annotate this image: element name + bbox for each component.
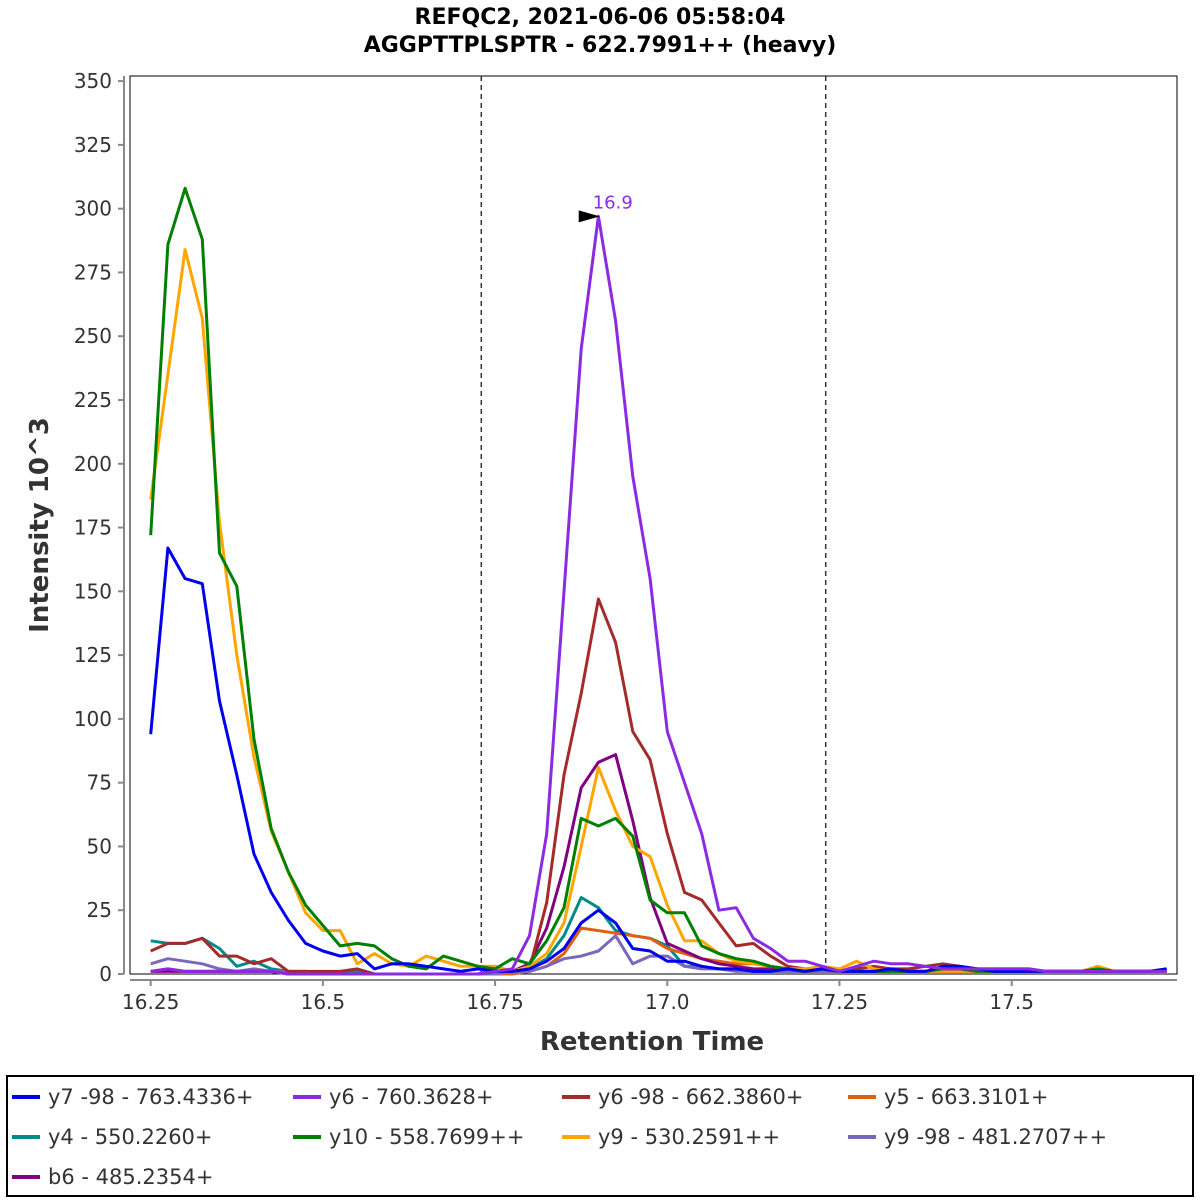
x-tick-label: 17.0 — [645, 990, 690, 1014]
plot-frame — [129, 75, 1178, 975]
legend-item: y10 - 558.7699++ — [293, 1119, 524, 1155]
y-tick-label: 225 — [74, 388, 112, 412]
chromatogram-chart: REFQC2, 2021-06-06 05:58:04 AGGPTTPLSPTR… — [25, 5, 1178, 1057]
legend-item: y6 - 760.3628+ — [293, 1079, 494, 1115]
legend-swatch — [293, 1095, 321, 1099]
legend-item: y4 - 550.2260+ — [12, 1119, 213, 1155]
peak-label: 16.9 — [593, 192, 633, 213]
legend-label: y6 -98 - 662.3860+ — [598, 1085, 804, 1109]
x-tick-label: 17.5 — [989, 990, 1034, 1014]
y-tick-label: 50 — [87, 834, 112, 858]
x-tick-label: 16.5 — [301, 990, 346, 1014]
y-tick-label: 300 — [74, 197, 112, 221]
y-tick-label: 75 — [87, 771, 112, 795]
y-tick-label: 150 — [74, 579, 112, 603]
legend-swatch — [293, 1135, 321, 1139]
legend-item: b6 - 485.2354+ — [12, 1159, 213, 1195]
chart-subtitle: AGGPTTPLSPTR - 622.7991++ (heavy) — [364, 33, 837, 58]
legend-item: y7 -98 - 763.4336+ — [12, 1079, 254, 1115]
legend-label: y9 - 530.2591++ — [598, 1125, 781, 1149]
legend-label: y6 - 760.3628+ — [329, 1085, 494, 1109]
y-tick-label: 175 — [74, 516, 112, 540]
legend-item: y6 -98 - 662.3860+ — [562, 1079, 804, 1115]
legend-label: y7 -98 - 763.4336+ — [48, 1085, 254, 1109]
legend-label: y10 - 558.7699++ — [329, 1125, 525, 1149]
legend-swatch — [562, 1095, 590, 1099]
x-tick-label: 16.75 — [466, 990, 523, 1014]
y-tick-label: 250 — [74, 324, 112, 348]
series-line — [149, 546, 1167, 973]
legend-item: y9 -98 - 481.2707++ — [848, 1119, 1107, 1155]
x-axis-title: Retention Time — [540, 1027, 764, 1057]
series-line — [150, 214, 1167, 976]
y-tick-label: 350 — [74, 69, 112, 93]
legend: y7 -98 - 763.4336+ y6 - 760.3628+ y6 -98 -… — [6, 1075, 1194, 1197]
y-tick-label: 25 — [87, 898, 112, 922]
chart-title: REFQC2, 2021-06-06 05:58:04 — [415, 5, 786, 30]
legend-item: y5 - 663.3101+ — [848, 1079, 1049, 1115]
plot-area: 0 25 50 75 100 125 150 175 200 225 250 275 300 325 350… — [74, 69, 1178, 1014]
legend-swatch — [12, 1135, 40, 1139]
legend-swatch — [848, 1135, 876, 1139]
y-tick-label: 325 — [74, 133, 112, 157]
legend-swatch — [848, 1095, 876, 1099]
y-tick-label: 125 — [74, 643, 112, 667]
peak-marker-arrow — [578, 210, 600, 223]
y-tick-label: 275 — [74, 260, 112, 284]
legend-label: y5 - 663.3101+ — [884, 1085, 1049, 1109]
y-tick-label: 0 — [99, 962, 112, 986]
legend-label: y9 -98 - 481.2707++ — [884, 1125, 1108, 1149]
y-tick-label: 200 — [74, 452, 112, 476]
y-axis-title: Intensity 10^3 — [25, 417, 55, 633]
legend-item: y9 - 530.2591++ — [562, 1119, 780, 1155]
legend-swatch — [562, 1135, 590, 1139]
x-tick-label: 17.25 — [811, 990, 868, 1014]
legend-swatch — [12, 1175, 40, 1179]
legend-label: b6 - 485.2354+ — [48, 1165, 214, 1189]
legend-label: y4 - 550.2260+ — [48, 1125, 213, 1149]
x-tick-label: 16.25 — [122, 990, 179, 1014]
y-tick-label: 100 — [74, 707, 112, 731]
legend-swatch — [12, 1095, 40, 1099]
